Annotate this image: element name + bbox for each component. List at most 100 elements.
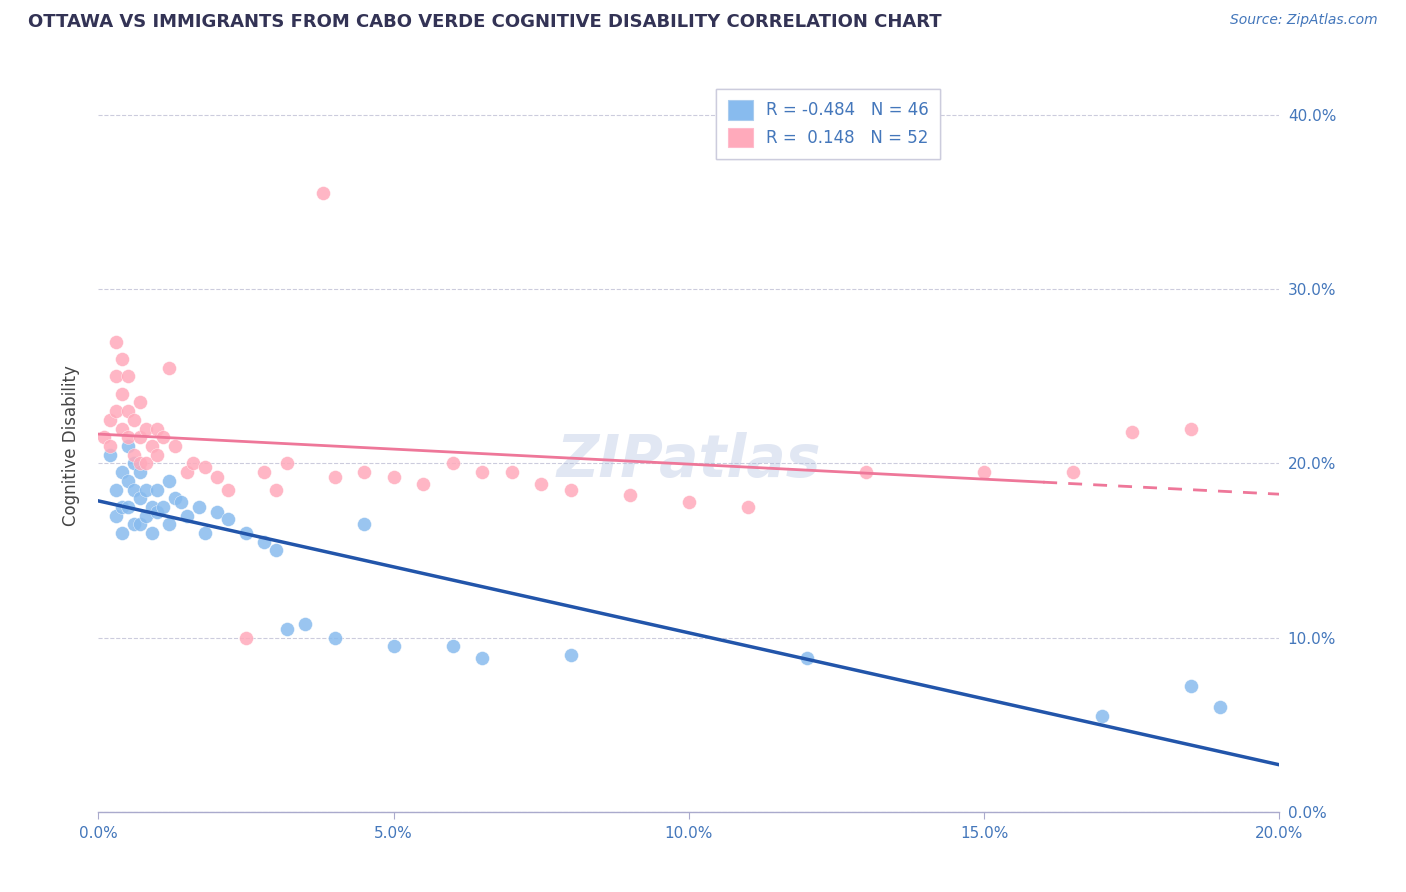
Point [353,517,375,532]
Point [122,517,145,532]
Point [152,430,174,444]
Point [181,457,204,471]
Point [117,439,139,453]
Point [471,465,494,479]
Point [973,465,995,479]
Point [146,505,169,519]
Y-axis label: Cognitive Disability: Cognitive Disability [62,366,80,526]
Point [165,439,187,453]
Point [1062,465,1084,479]
Point [560,648,582,662]
Point [560,483,582,497]
Point [796,651,818,665]
Point [141,500,163,514]
Point [737,500,759,514]
Point [105,334,128,349]
Point [382,640,405,654]
Point [1209,700,1232,714]
Point [323,470,346,484]
Point [205,505,228,519]
Point [98,448,121,462]
Point [111,500,134,514]
Point [122,457,145,471]
Point [157,517,180,532]
Point [98,413,121,427]
Point [323,631,346,645]
Point [530,477,553,491]
Point [194,459,217,474]
Point [93,430,115,444]
Point [111,421,134,435]
Point [264,483,287,497]
Point [117,430,139,444]
Point [117,474,139,488]
Point [678,494,700,508]
Point [217,512,239,526]
Point [276,622,298,636]
Point [441,457,464,471]
Point [128,491,150,506]
Text: OTTAWA VS IMMIGRANTS FROM CABO VERDE COGNITIVE DISABILITY CORRELATION CHART: OTTAWA VS IMMIGRANTS FROM CABO VERDE COG… [28,13,942,31]
Point [176,508,198,523]
Point [253,465,276,479]
Point [170,494,193,508]
Point [1180,421,1202,435]
Point [117,369,139,384]
Point [122,448,145,462]
Point [441,640,464,654]
Point [146,421,169,435]
Point [152,500,174,514]
Point [187,500,209,514]
Point [117,404,139,418]
Point [135,457,157,471]
Point [141,526,163,541]
Point [128,430,150,444]
Point [135,483,157,497]
Point [294,616,316,631]
Point [382,470,405,484]
Point [98,439,121,453]
Point [146,483,169,497]
Point [146,448,169,462]
Point [235,526,257,541]
Point [105,404,128,418]
Point [111,526,134,541]
Point [111,386,134,401]
Point [165,491,187,506]
Point [111,465,134,479]
Point [253,534,276,549]
Point [235,631,257,645]
Point [122,483,145,497]
Text: ZIPatlas: ZIPatlas [557,432,821,489]
Point [105,369,128,384]
Point [128,457,150,471]
Point [111,351,134,366]
Point [276,457,298,471]
Point [1121,425,1143,439]
Point [412,477,434,491]
Point [217,483,239,497]
Point [157,360,180,375]
Point [128,465,150,479]
Point [205,470,228,484]
Point [855,465,877,479]
Point [312,186,335,201]
Point [141,439,163,453]
Point [353,465,375,479]
Point [117,500,139,514]
Point [471,651,494,665]
Point [501,465,523,479]
Point [128,517,150,532]
Point [176,465,198,479]
Point [105,483,128,497]
Point [1180,679,1202,693]
Text: Source: ZipAtlas.com: Source: ZipAtlas.com [1230,13,1378,28]
Point [105,508,128,523]
Point [619,488,641,502]
Point [135,508,157,523]
Point [157,474,180,488]
Point [122,413,145,427]
Point [194,526,217,541]
Point [128,395,150,409]
Point [264,543,287,558]
